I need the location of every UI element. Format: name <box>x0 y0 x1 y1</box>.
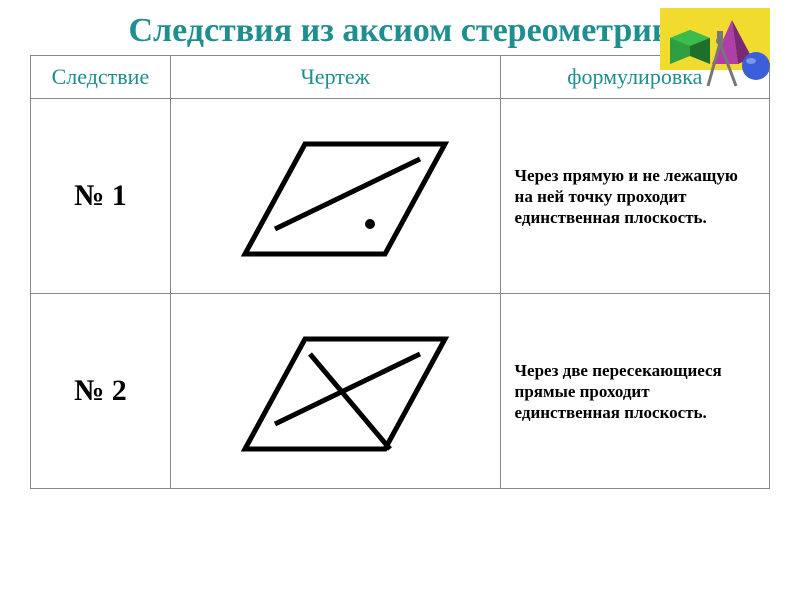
table-header-row: Следствие Чертеж формулировка <box>31 56 770 99</box>
decor-compass-handle <box>717 31 723 41</box>
point-off-line <box>365 219 375 229</box>
decor-sphere-hl <box>746 58 756 64</box>
corollary-table: Следствие Чертеж формулировка № 1 Через … <box>30 55 770 489</box>
row2-index: № 2 <box>31 294 171 489</box>
decor-shapes-icon <box>660 8 770 88</box>
table-row: № 2 Через две пересекающиеся прямые прох… <box>31 294 770 489</box>
page-title: Следствия из аксиом стереометрии <box>129 12 672 49</box>
row2-text: Через две пересекающиеся прямые проходит… <box>500 294 769 489</box>
drawing-two-lines-icon <box>195 309 475 474</box>
row2-drawing <box>170 294 500 489</box>
table-row: № 1 Через прямую и не лежащую на ней точ… <box>31 99 770 294</box>
header-col1: Следствие <box>31 56 171 99</box>
header-col2: Чертеж <box>170 56 500 99</box>
row1-drawing <box>170 99 500 294</box>
row1-text: Через прямую и не лежащую на ней точку п… <box>500 99 769 294</box>
drawing-line-point-icon <box>195 114 475 279</box>
line-in-plane <box>275 159 420 229</box>
decor-sphere <box>742 52 770 80</box>
row1-index: № 1 <box>31 99 171 294</box>
line1 <box>275 354 420 424</box>
